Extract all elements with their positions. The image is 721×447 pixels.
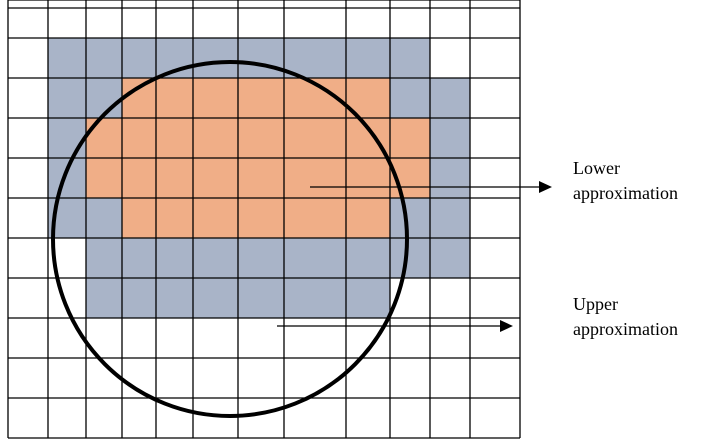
lower-approximation-cell <box>193 78 238 118</box>
lower-approximation-cell <box>122 198 156 238</box>
upper-approximation-cell <box>238 238 284 278</box>
lower-approximation-cell <box>156 198 193 238</box>
lower-approximation-cell <box>238 118 284 158</box>
upper-approximation-cell <box>238 38 284 78</box>
upper-approximation-cell <box>390 38 430 78</box>
upper-approximation-cell <box>86 78 122 118</box>
lower-approximation-cell <box>284 118 346 158</box>
upper-approximation-cell <box>284 238 346 278</box>
upper-approximation-cell <box>86 198 122 238</box>
upper-approximation-cell <box>86 238 122 278</box>
upper-approximation-cell <box>390 78 430 118</box>
lower-approximation-cell <box>390 118 430 158</box>
upper-approximation-cell <box>346 278 390 318</box>
upper-approximation-cell <box>48 38 86 78</box>
lower-approximation-cell <box>122 118 156 158</box>
upper-approximation-cell <box>430 78 470 118</box>
lower-label-line-1: Lower <box>573 158 620 178</box>
upper-approximation-cell <box>122 38 156 78</box>
upper-approximation-cell <box>284 278 346 318</box>
upper-approximation-label: Upper approximation <box>573 292 678 342</box>
upper-approximation-cell <box>156 278 193 318</box>
upper-approximation-cell <box>48 158 86 198</box>
upper-approximation-cell <box>122 238 156 278</box>
upper-approximation-cell <box>390 198 430 238</box>
lower-approximation-cell <box>122 78 156 118</box>
lower-approximation-cell <box>86 118 122 158</box>
upper-approximation-cell <box>430 158 470 198</box>
lower-approximation-cell <box>346 158 390 198</box>
lower-approximation-cell <box>193 158 238 198</box>
lower-approximation-cell <box>156 158 193 198</box>
lower-approximation-arrow <box>310 181 552 193</box>
upper-label-line-2: approximation <box>573 319 678 339</box>
lower-approximation-cell <box>238 198 284 238</box>
lower-approximation-cell <box>193 198 238 238</box>
lower-label-line-2: approximation <box>573 183 678 203</box>
upper-approximation-cell <box>430 118 470 158</box>
upper-approximation-cell <box>346 38 390 78</box>
target-set-circle <box>51 60 409 418</box>
upper-approximation-cell <box>86 38 122 78</box>
upper-approximation-cell <box>193 278 238 318</box>
lower-approximation-cell <box>346 198 390 238</box>
upper-approximation-cell <box>86 278 122 318</box>
lower-approximation-cell <box>238 78 284 118</box>
upper-approximation-arrow <box>277 320 513 332</box>
lower-approximation-label: Lower approximation <box>573 156 678 206</box>
upper-approximation-cell <box>390 238 430 278</box>
upper-approximation-cell <box>48 118 86 158</box>
lower-approximation-cell <box>156 118 193 158</box>
upper-approximation-cell <box>430 238 470 278</box>
upper-approximation-cell <box>238 278 284 318</box>
upper-approximation-cell <box>193 238 238 278</box>
arrows <box>277 181 552 332</box>
lower-approximation-cell <box>238 158 284 198</box>
upper-approximation-cell <box>193 38 238 78</box>
upper-approximation-cell <box>48 78 86 118</box>
lower-approximation-cell <box>156 78 193 118</box>
lower-approximation-cell <box>86 158 122 198</box>
upper-approximation-cell <box>346 238 390 278</box>
lower-approximation-cell <box>193 118 238 158</box>
upper-approximation-cell <box>156 238 193 278</box>
upper-label-line-1: Upper <box>573 294 618 314</box>
upper-approximation-cell <box>430 198 470 238</box>
grid-lines <box>7 0 521 439</box>
lower-approximation-cell <box>284 198 346 238</box>
upper-approximation-cell <box>122 278 156 318</box>
shaded-cells <box>48 38 470 318</box>
lower-approximation-cell <box>122 158 156 198</box>
upper-approximation-cell <box>284 38 346 78</box>
lower-approximation-cell <box>284 158 346 198</box>
